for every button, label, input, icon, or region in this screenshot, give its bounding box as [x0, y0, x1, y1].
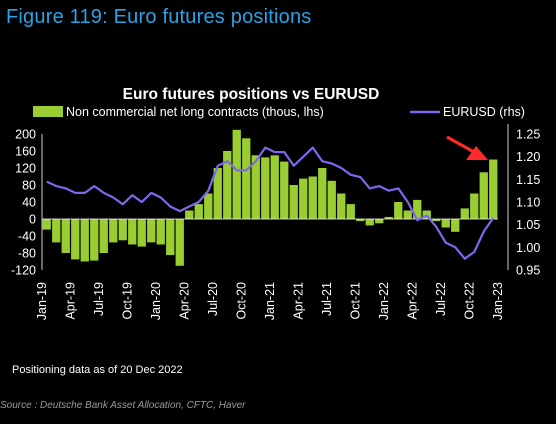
x-tick-label: Oct-22: [463, 282, 477, 320]
x-tick-label: Oct-21: [349, 282, 363, 320]
legend: Non commercial net long contracts (thous…: [33, 105, 525, 119]
left-tick-label: 80: [22, 179, 36, 193]
bar: [346, 204, 355, 219]
bar: [280, 161, 289, 219]
bar: [403, 210, 412, 219]
bar: [270, 155, 279, 220]
bar: [451, 219, 460, 232]
right-axis: 1.25 1.20 1.15 1.10 1.05 1.00 0.95: [507, 124, 540, 278]
bar: [460, 208, 469, 219]
annotation-arrow: [446, 135, 488, 160]
legend-line-label: EURUSD (rhs): [443, 105, 525, 119]
bar: [42, 219, 51, 230]
bar: [375, 219, 384, 224]
bar: [90, 219, 99, 261]
x-tick-label: Jan-19: [35, 282, 49, 320]
bar: [489, 159, 498, 219]
bar: [470, 193, 479, 219]
right-tick-label: 1.00: [516, 241, 540, 255]
bar: [80, 219, 89, 262]
left-tick-label: -80: [18, 247, 36, 261]
bar: [61, 219, 70, 253]
right-tick-label: 1.15: [516, 173, 540, 187]
positioning-note: Positioning data as of 20 Dec 2022: [12, 364, 183, 376]
left-tick-label: 160: [15, 145, 36, 159]
right-tick-label: 1.05: [516, 218, 540, 232]
bar: [479, 172, 488, 220]
x-tick-label: Apr-19: [64, 282, 78, 320]
bar: [147, 219, 156, 243]
legend-bar-label: Non commercial net long contracts (thous…: [66, 105, 324, 119]
source-note: Source : Deutsche Bank Asset Allocation,…: [0, 400, 246, 411]
x-tick-label: Jan-21: [263, 282, 277, 320]
left-tick-label: 120: [15, 162, 36, 176]
left-tick-label: 40: [22, 196, 36, 210]
x-tick-label: Jul-19: [92, 282, 106, 316]
bar: [109, 219, 118, 243]
bar: [356, 219, 365, 222]
bar: [156, 219, 165, 245]
bar: [128, 219, 137, 245]
right-tick-label: 1.20: [516, 150, 540, 164]
left-axis: 200 160 120 80 40 0 -40 -80 -120: [11, 128, 43, 278]
bar: [308, 176, 317, 219]
x-tick-label: Oct-19: [121, 282, 135, 320]
x-axis: Jan-19 Apr-19 Jul-19 Oct-19 Jan-20 Apr-20 Jul-…: [35, 282, 505, 320]
x-tick-label: Apr-22: [406, 282, 420, 320]
right-tick-label: 1.10: [516, 196, 540, 210]
chart-title: Euro futures positions vs EURUSD: [123, 86, 380, 103]
right-tick-label: 0.95: [516, 264, 540, 278]
bar-series: [42, 129, 498, 266]
x-tick-label: Apr-20: [178, 282, 192, 320]
bar: [175, 219, 184, 266]
bar: [52, 219, 61, 243]
bar: [384, 216, 393, 219]
bar: [299, 178, 308, 219]
left-tick-label: 200: [15, 128, 36, 142]
bar: [318, 168, 327, 219]
bar: [394, 202, 403, 219]
x-tick-label: Oct-20: [235, 282, 249, 320]
figure-title: Figure 119: Euro futures positions: [6, 6, 312, 28]
bar: [242, 138, 251, 220]
bar: [261, 157, 270, 219]
bar: [251, 155, 260, 220]
bar: [432, 219, 441, 222]
x-tick-label: Jul-22: [434, 282, 448, 316]
bar: [99, 219, 108, 253]
x-tick-label: Jan-23: [491, 282, 505, 320]
x-tick-label: Apr-21: [292, 282, 306, 320]
bar: [223, 151, 232, 219]
left-tick-label: -120: [11, 264, 36, 278]
bar: [137, 219, 146, 247]
bar: [327, 180, 336, 220]
eurusd-line: [46, 146, 495, 260]
x-tick-label: Jan-22: [377, 282, 391, 320]
bar: [185, 210, 194, 219]
bar: [289, 185, 298, 219]
x-tick-label: Jul-21: [320, 282, 334, 316]
bar: [365, 219, 374, 226]
bar: [204, 193, 213, 219]
bar: [232, 129, 241, 220]
bar: [194, 204, 203, 219]
x-tick-label: Jan-20: [149, 282, 163, 320]
bar: [166, 219, 175, 256]
bar: [118, 219, 127, 241]
left-tick-label: 0: [29, 213, 36, 227]
right-tick-label: 1.25: [516, 128, 540, 142]
bar: [213, 168, 222, 219]
bar: [71, 219, 80, 260]
x-tick-label: Jul-20: [206, 282, 220, 316]
legend-bar-swatch: [33, 106, 63, 117]
bar: [413, 199, 422, 219]
left-tick-label: -40: [18, 230, 36, 244]
bar: [337, 193, 346, 219]
bar: [441, 219, 450, 228]
